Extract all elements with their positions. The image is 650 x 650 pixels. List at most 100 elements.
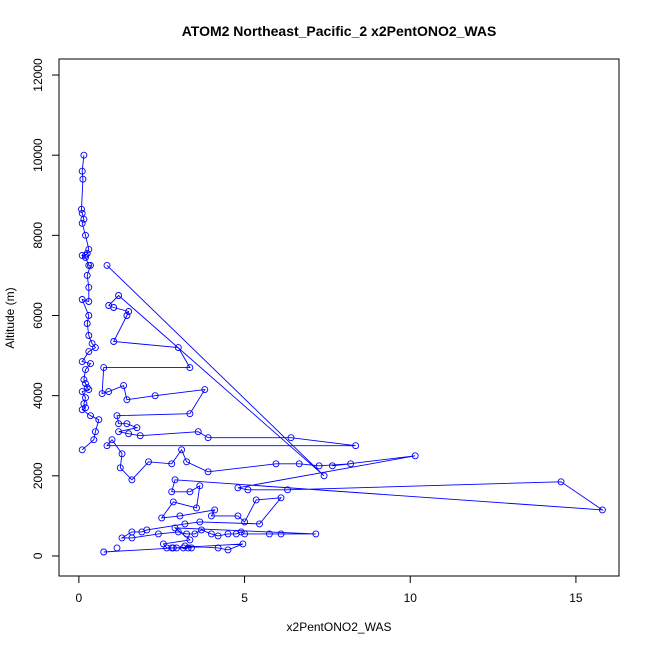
data-point	[95, 416, 103, 424]
data-point	[138, 528, 146, 536]
data-point	[110, 338, 118, 345]
data-point	[186, 410, 194, 418]
data-point	[201, 386, 209, 394]
data-point	[198, 526, 205, 534]
data-point	[78, 167, 86, 175]
data-point	[256, 520, 263, 528]
data-point	[557, 478, 565, 486]
data-point	[194, 428, 202, 436]
data-point	[82, 366, 89, 374]
data-point	[123, 396, 131, 404]
data-point	[125, 430, 133, 438]
y-tick-label: 2000	[31, 462, 45, 489]
data-point	[85, 386, 93, 394]
data-point	[272, 460, 280, 468]
data-point	[100, 364, 108, 372]
data-point	[85, 283, 93, 291]
data-point	[265, 530, 273, 538]
data-point	[78, 446, 86, 454]
data-point	[188, 544, 195, 552]
x-tick-label: 0	[76, 591, 83, 605]
data-point	[80, 215, 88, 223]
data-point	[328, 462, 336, 470]
data-point	[224, 530, 232, 538]
data-point	[123, 420, 131, 428]
y-tick-label: 0	[31, 552, 45, 559]
data-point	[79, 175, 87, 183]
data-point	[87, 261, 94, 269]
data-point	[169, 498, 177, 506]
data-point	[108, 436, 116, 444]
data-point	[352, 442, 360, 450]
data-point	[123, 312, 131, 319]
data-point	[207, 530, 215, 538]
data-point	[90, 436, 98, 444]
y-tick-label: 4000	[31, 382, 45, 409]
data-point	[116, 464, 124, 472]
data-point	[82, 380, 89, 388]
data-point	[78, 406, 86, 414]
data-point	[234, 484, 242, 492]
y-tick-label: 6000	[31, 302, 45, 329]
data-point	[171, 524, 179, 532]
data-point	[176, 512, 184, 520]
data-point	[312, 530, 320, 538]
data-point	[178, 446, 186, 454]
data-point	[80, 151, 88, 159]
data-point	[174, 344, 182, 352]
data-point	[168, 488, 176, 496]
data-point	[347, 460, 355, 468]
data-point	[78, 219, 86, 227]
data-point	[234, 512, 242, 520]
data-point	[120, 382, 128, 390]
data-point	[85, 312, 93, 319]
data-point	[315, 462, 323, 470]
x-tick-label: 15	[569, 591, 583, 605]
data-point	[196, 518, 204, 526]
data-point	[320, 472, 328, 480]
data-point	[103, 261, 111, 269]
plot-frame	[58, 58, 620, 577]
data-point	[118, 534, 126, 542]
data-point	[252, 496, 260, 504]
data-point	[277, 494, 285, 502]
series-line	[80, 155, 100, 451]
data-point	[78, 358, 86, 366]
data-point	[241, 518, 249, 526]
data-point	[133, 424, 141, 432]
data-point	[151, 392, 159, 400]
data-point	[110, 304, 118, 311]
data-point	[113, 544, 121, 552]
data-point	[211, 506, 219, 514]
data-point	[411, 452, 419, 460]
data-point	[239, 540, 247, 548]
data-point	[204, 434, 212, 442]
data-point	[128, 534, 136, 542]
data-point	[136, 432, 144, 440]
data-point	[214, 544, 222, 552]
data-point	[284, 486, 292, 494]
data-point	[241, 530, 249, 538]
data-point	[145, 458, 152, 466]
data-point	[115, 428, 123, 436]
chart-title: ATOM2 Northeast_Pacific_2 x2PentONO2_WAS	[182, 23, 497, 39]
data-point	[85, 298, 93, 305]
data-point	[82, 251, 89, 259]
y-tick-label: 12000	[31, 58, 45, 92]
data-point	[204, 468, 212, 476]
data-point	[87, 412, 94, 420]
data-point	[87, 360, 94, 368]
data-point	[82, 253, 89, 261]
data-point	[237, 528, 245, 536]
data-point	[173, 544, 181, 552]
data-point	[154, 530, 162, 538]
data-point	[85, 245, 93, 253]
data-point	[193, 504, 200, 512]
x-tick-label: 10	[404, 591, 418, 605]
data-point	[128, 476, 136, 484]
data-point	[224, 546, 232, 554]
data-point	[171, 476, 179, 484]
data-point	[158, 514, 166, 522]
y-axis: 0 2000 4000 6000 8000 10000 12000	[31, 58, 59, 559]
data-point	[295, 460, 303, 468]
